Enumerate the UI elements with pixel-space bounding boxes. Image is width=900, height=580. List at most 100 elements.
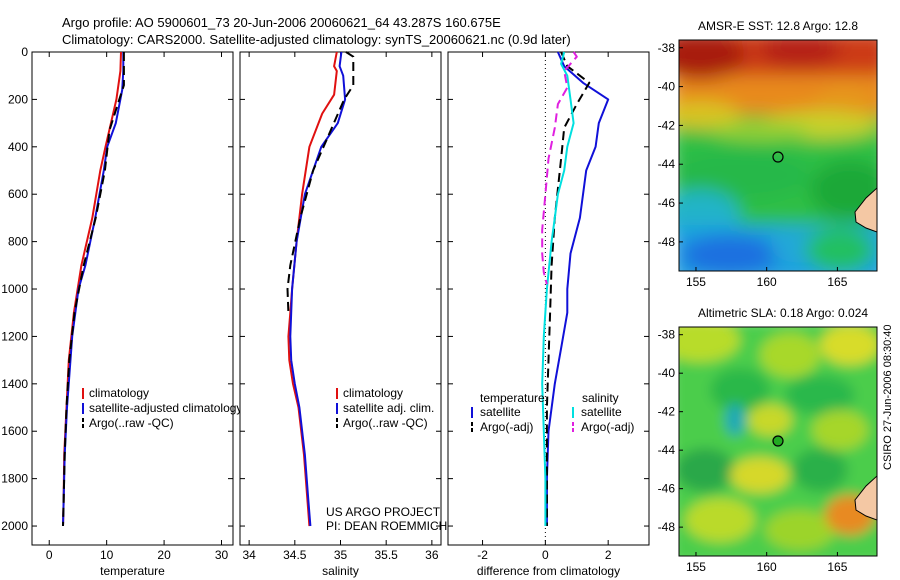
sst-map-title: AMSR-E SST: 12.8 Argo: 12.8	[698, 19, 858, 33]
x-tick-label: 160	[757, 560, 777, 574]
field-patch	[710, 368, 770, 412]
sst-map: AMSR-E SST: 12.8 Argo: 12.8 155 160 165 -38…	[658, 19, 878, 289]
legend-label: Argo(..raw -QC)	[343, 416, 428, 430]
field-patch	[765, 510, 835, 550]
field-patch	[725, 404, 745, 436]
y-tick-label: 1600	[1, 424, 28, 438]
x-tick-label: 165	[827, 560, 847, 574]
x-tick-label: 30	[215, 548, 229, 562]
coastline-tasmania	[854, 187, 877, 233]
y-tick-label: -48	[658, 520, 676, 534]
x-tick-label: 0	[46, 548, 53, 562]
x-tick-label: 36	[425, 548, 439, 562]
x-tick-label: -2	[477, 548, 488, 562]
timestamp-label: CSIRO 27-Jun-2006 08:30:40	[882, 324, 894, 470]
y-tick-label: -48	[658, 235, 676, 249]
field-patch	[680, 235, 780, 271]
field-patch	[760, 333, 820, 377]
legend-label: satellite	[581, 405, 622, 419]
coastline-tasmania	[854, 475, 877, 521]
y-tick-label: 600	[8, 187, 28, 201]
plot-frame	[31, 51, 234, 546]
y-tick-label: -40	[658, 366, 676, 380]
legend-label: climatology	[343, 386, 403, 400]
field-patch	[792, 448, 848, 492]
legend-label: Argo(-adj)	[480, 420, 533, 434]
x-tick-label: 34.5	[283, 548, 307, 562]
legend-title: salinity	[582, 391, 619, 405]
sst-map-frame	[678, 39, 878, 272]
argo-float-marker	[772, 435, 784, 447]
header-line-2: Climatology: CARS2000. Satellite-adjuste…	[62, 32, 571, 47]
series-line-2	[62, 52, 125, 527]
field-patch	[820, 327, 877, 365]
x-tick-label: 0	[542, 548, 549, 562]
header-line-1: Argo profile: AO 5900601_73 20-Jun-2006 …	[62, 15, 501, 30]
legend-label: satellite adj. clim.	[343, 401, 434, 415]
y-tick-label: 2000	[1, 519, 28, 533]
x-tick-label: 2	[605, 548, 612, 562]
field-patch	[812, 410, 868, 450]
x-axis-label: difference from climatology	[477, 564, 620, 578]
x-tick-label: 155	[686, 560, 706, 574]
difference-panel: -2 0 2 difference from climatology temperatu…	[447, 51, 650, 578]
field-patch	[679, 327, 740, 362]
y-tick-label: -44	[658, 443, 676, 457]
field-patch	[748, 404, 792, 436]
argo-float-marker	[772, 151, 784, 163]
field-patch	[679, 40, 745, 80]
field-patch	[679, 448, 735, 492]
y-tick-label: 400	[8, 140, 28, 154]
series-line-3	[541, 51, 578, 285]
legend-title: temperature	[480, 391, 545, 405]
x-tick-label: 35	[334, 548, 348, 562]
plot-frame	[447, 51, 650, 546]
y-tick-label: 0	[21, 45, 28, 59]
x-tick-label: 165	[827, 275, 847, 289]
credit-line-1: US ARGO PROJECT	[326, 505, 441, 519]
legend-label: satellite	[480, 405, 521, 419]
series-line-0	[545, 51, 610, 526]
y-tick-label: -42	[658, 118, 676, 132]
legend-label: climatology	[89, 386, 149, 400]
x-tick-label: 20	[157, 548, 171, 562]
field-patch	[710, 120, 810, 140]
legend-label: satellite-adjusted climatology	[89, 401, 242, 415]
y-tick-label: 1800	[1, 472, 28, 486]
y-tick-label: -46	[658, 482, 676, 496]
field-patch	[785, 375, 855, 415]
y-tick-label: -46	[658, 196, 676, 210]
field-patch	[805, 228, 875, 271]
y-tick-label: 1200	[1, 329, 28, 343]
y-tick-label: -40	[658, 80, 676, 94]
series-line-2	[286, 51, 355, 313]
sla-map-title: Altimetric SLA: 0.18 Argo: 0.024	[698, 306, 868, 320]
sla-map-frame	[678, 326, 878, 557]
x-tick-label: 35.5	[375, 548, 399, 562]
salinity-panel: 34 34.5 35 35.5 36 salinity climatologysatelli…	[239, 51, 442, 578]
x-axis-label: salinity	[322, 564, 359, 578]
field-patch	[679, 101, 740, 129]
x-tick-label: 160	[757, 275, 777, 289]
legend-label: Argo(-adj)	[581, 420, 634, 434]
y-tick-label: 1400	[1, 377, 28, 391]
credit-line-2: PI: DEAN ROEMMICH	[326, 519, 447, 533]
y-tick-label: -42	[658, 405, 676, 419]
temperature-panel: 0 10 20 30 temperature 0 200 400 600 800 1000 1200 1…	[1, 45, 242, 578]
field-patch	[760, 40, 840, 68]
field-patch	[730, 457, 790, 493]
legend-label: Argo(..raw -QC)	[89, 416, 174, 430]
plot-frame	[239, 51, 442, 546]
sla-map: Altimetric SLA: 0.18 Argo: 0.024 155 160 1…	[658, 306, 878, 574]
y-tick-label: -38	[658, 328, 676, 342]
y-tick-label: -38	[658, 41, 676, 55]
x-tick-label: 34	[242, 548, 256, 562]
series-line-1	[289, 51, 347, 527]
x-axis-label: temperature	[100, 564, 165, 578]
y-tick-label: 1000	[1, 282, 28, 296]
field-patch	[685, 498, 755, 542]
series-line-2	[541, 51, 575, 526]
y-tick-label: 800	[8, 235, 28, 249]
